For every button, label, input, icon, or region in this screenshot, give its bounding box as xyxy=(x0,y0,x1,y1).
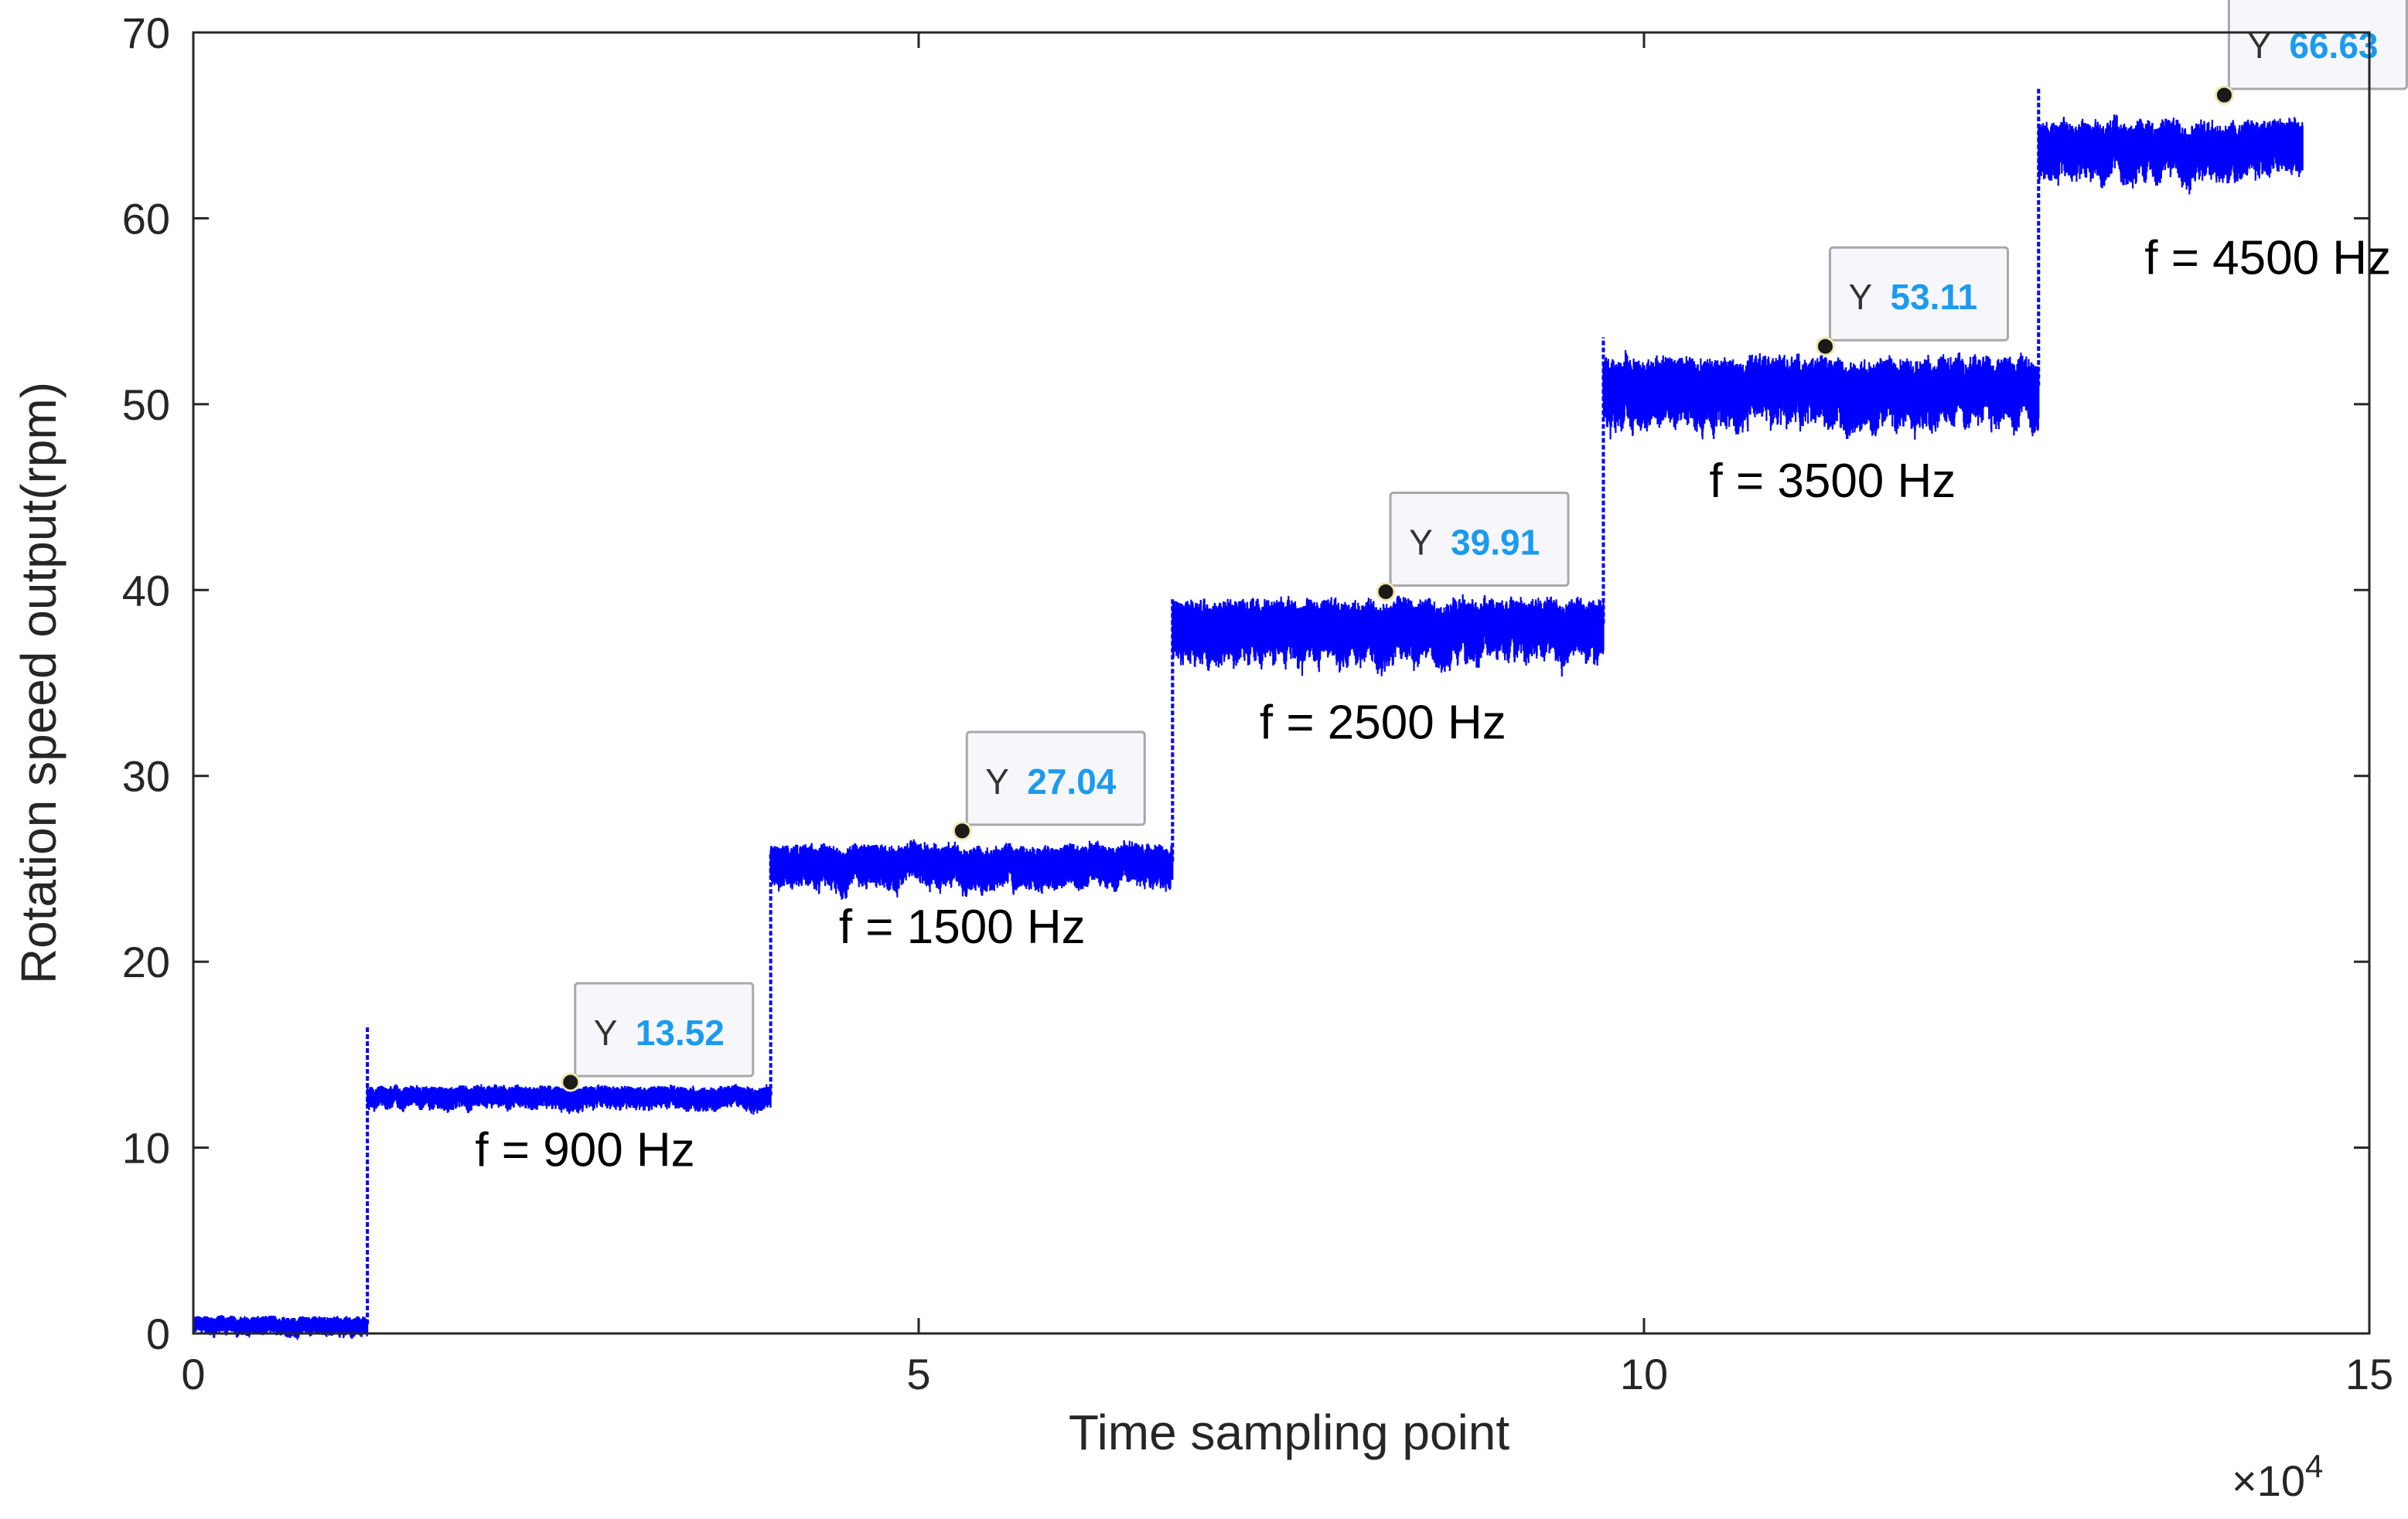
x-tick-label: 15 xyxy=(2345,1350,2393,1398)
y-tick-label: 30 xyxy=(122,752,170,801)
tick-layer: 0 5 10 15 0 10 20 30 40 50 60 70 xyxy=(122,9,2393,1398)
datatip[interactable]: Y 53.11 xyxy=(1816,246,2009,356)
datatip[interactable]: Y 27.04 xyxy=(952,731,1146,841)
signal-segment xyxy=(367,1084,772,1115)
y-tick-label: 0 xyxy=(146,1310,170,1358)
signal-core-band xyxy=(367,1092,771,1101)
datatip[interactable]: Y 13.52 xyxy=(561,982,755,1092)
datatip-box xyxy=(2227,0,2408,90)
datatip-box xyxy=(574,982,755,1078)
datatip-marker[interactable] xyxy=(2214,85,2234,105)
datatip-value: 39.91 xyxy=(1451,522,1540,562)
datatip-value: 13.52 xyxy=(636,1013,725,1053)
y-tick-label: 10 xyxy=(122,1124,170,1173)
y-axis-label: Rotation speed output(rpm) xyxy=(11,382,67,984)
frequency-annotation: f = 3500 Hz xyxy=(1709,455,1956,508)
signal-core-band xyxy=(1172,613,1604,637)
frequency-annotation: f = 900 Hz xyxy=(475,1124,694,1177)
signal-core-band xyxy=(770,854,1173,871)
plot-layer xyxy=(192,88,2304,1340)
signal-segment xyxy=(2038,114,2304,195)
datatip-box xyxy=(1389,491,1570,587)
datatip[interactable]: Y 39.91 xyxy=(1376,491,1570,601)
datatip-label: Y xyxy=(1409,522,1433,562)
frequency-annotation: f = 1500 Hz xyxy=(839,901,1086,954)
datatip-value: 53.11 xyxy=(1891,277,1978,317)
signal-core-band xyxy=(2038,134,2303,157)
datatip-marker[interactable] xyxy=(952,821,972,841)
y-tick-label: 70 xyxy=(122,9,170,57)
datatip[interactable]: Y 66.63 xyxy=(2214,0,2408,105)
datatip-box xyxy=(1829,246,2009,342)
axes-box xyxy=(192,31,2371,1335)
x-tick-label: 5 xyxy=(906,1350,930,1398)
datatip-box xyxy=(965,731,1146,826)
y-tick-label: 50 xyxy=(122,380,170,429)
signal-core-band xyxy=(193,1320,368,1329)
signal-segment xyxy=(769,839,1174,900)
y-tick-label: 60 xyxy=(122,194,170,243)
signal-segment xyxy=(1602,349,2040,440)
annotation-layer: f = 900 Hz f = 1500 Hz f = 2500 Hz f = 3500… xyxy=(475,232,2391,1177)
frequency-annotation: f = 4500 Hz xyxy=(2144,232,2391,285)
x-axis-exponent: ×104 xyxy=(2232,1448,2323,1505)
signal-core-band xyxy=(1603,373,2039,401)
x-axis-label: Time sampling point xyxy=(1069,1405,1510,1460)
datatip-marker[interactable] xyxy=(1376,581,1396,601)
x-tick-label: 0 xyxy=(181,1350,205,1398)
datatip-label: Y xyxy=(985,761,1009,802)
x-tick-label: 10 xyxy=(1620,1350,1668,1398)
y-tick-label: 20 xyxy=(122,938,170,986)
datatip-value: 27.04 xyxy=(1027,761,1117,802)
x-axis-exponent-power: 4 xyxy=(2305,1448,2323,1484)
datatip-marker[interactable] xyxy=(1816,336,1835,356)
x-axis-exponent-base: ×10 xyxy=(2232,1456,2305,1505)
datatip-label: Y xyxy=(594,1013,618,1053)
signal-segment xyxy=(1172,594,1605,677)
frequency-annotation: f = 2500 Hz xyxy=(1260,696,1506,750)
datatip-marker[interactable] xyxy=(561,1072,581,1092)
datatip-label: Y xyxy=(1849,277,1873,317)
y-tick-label: 40 xyxy=(122,566,170,615)
